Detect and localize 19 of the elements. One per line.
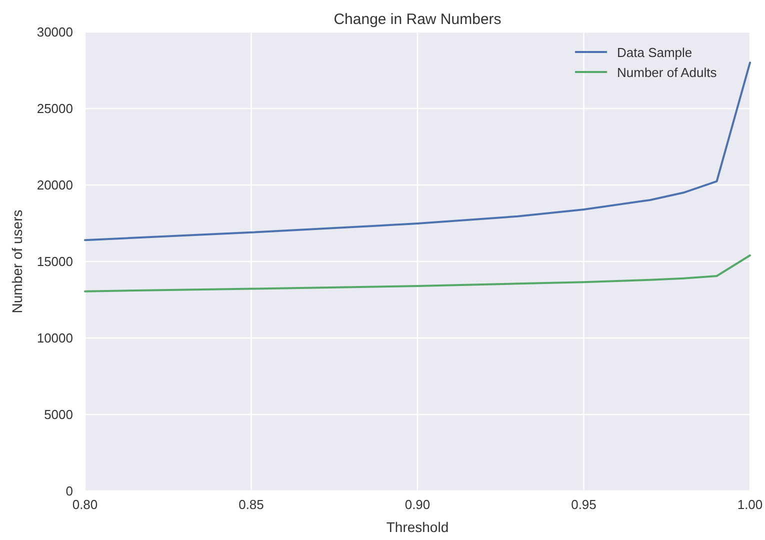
y-tick-label: 15000 bbox=[36, 254, 73, 269]
y-tick-label: 5000 bbox=[44, 407, 73, 422]
x-axis-title: Threshold bbox=[386, 519, 449, 535]
x-tick-label: 0.85 bbox=[238, 497, 264, 512]
legend-label: Number of Adults bbox=[617, 65, 718, 80]
x-tick-label: 0.90 bbox=[404, 497, 430, 512]
legend-label: Data Sample bbox=[617, 45, 692, 60]
chart-title: Change in Raw Numbers bbox=[334, 11, 502, 28]
y-tick-label: 25000 bbox=[36, 101, 73, 116]
x-tick-label: 1.00 bbox=[737, 497, 763, 512]
y-axis-title: Number of users bbox=[9, 210, 25, 314]
x-tick-label: 0.80 bbox=[72, 497, 98, 512]
y-tick-label: 0 bbox=[66, 484, 73, 498]
y-tick-label: 30000 bbox=[36, 24, 73, 40]
y-tick-label: 20000 bbox=[36, 178, 73, 192]
line-series bbox=[84, 62, 751, 242]
x-tick-label: 0.95 bbox=[571, 497, 596, 512]
y-tick-label: 10000 bbox=[36, 330, 73, 346]
line-series bbox=[84, 254, 751, 292]
